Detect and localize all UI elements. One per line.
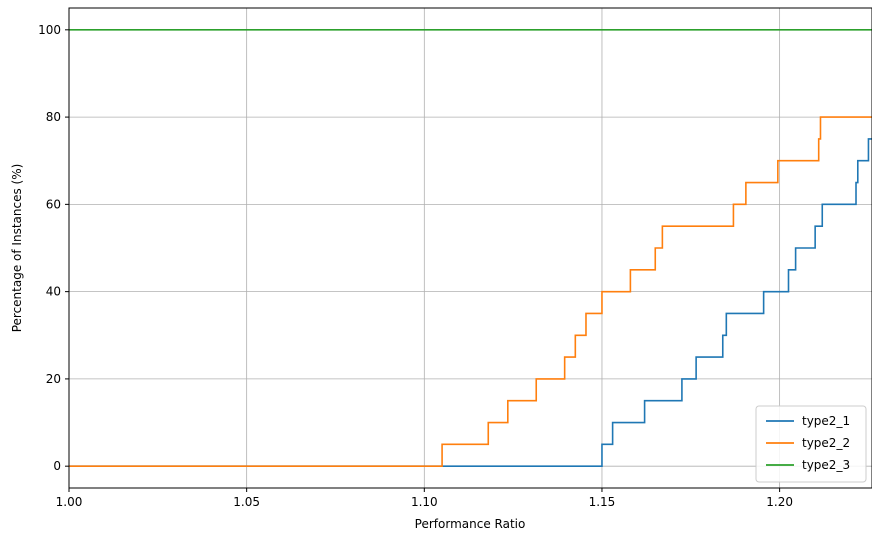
y-tick-label: 40 — [46, 285, 61, 299]
x-tick-label: 1.00 — [56, 495, 83, 509]
plot-frame — [68, 7, 872, 489]
series-lines — [69, 29, 872, 467]
legend: type2_1 type2_2 type2_3 — [755, 405, 867, 483]
x-axis-label: Performance Ratio — [415, 517, 526, 531]
x-tick-label: 1.05 — [233, 495, 260, 509]
y-tick-label: 80 — [46, 110, 61, 124]
series-line-type2-1 — [69, 138, 872, 467]
y-tick-label: 20 — [46, 372, 61, 386]
legend-label-type2-1: type2_1 — [802, 414, 850, 428]
x-axis-ticks: 1.00 1.05 1.10 1.15 1.20 — [56, 488, 793, 509]
legend-box — [755, 405, 867, 483]
y-tick-label: 100 — [38, 23, 61, 37]
y-tick-label: 60 — [46, 197, 61, 211]
x-tick-label: 1.20 — [766, 495, 793, 509]
y-axis-label: Percentage of Instances (%) — [10, 164, 24, 333]
y-tick-label: 0 — [53, 459, 61, 473]
y-axis-ticks: 0 20 40 60 80 100 — [38, 23, 69, 473]
series-line-type2-2 — [69, 116, 872, 467]
legend-label-type2-2: type2_2 — [802, 436, 850, 450]
legend-label-type2-3: type2_3 — [802, 458, 850, 472]
x-tick-label: 1.10 — [411, 495, 438, 509]
x-tick-label: 1.15 — [589, 495, 616, 509]
